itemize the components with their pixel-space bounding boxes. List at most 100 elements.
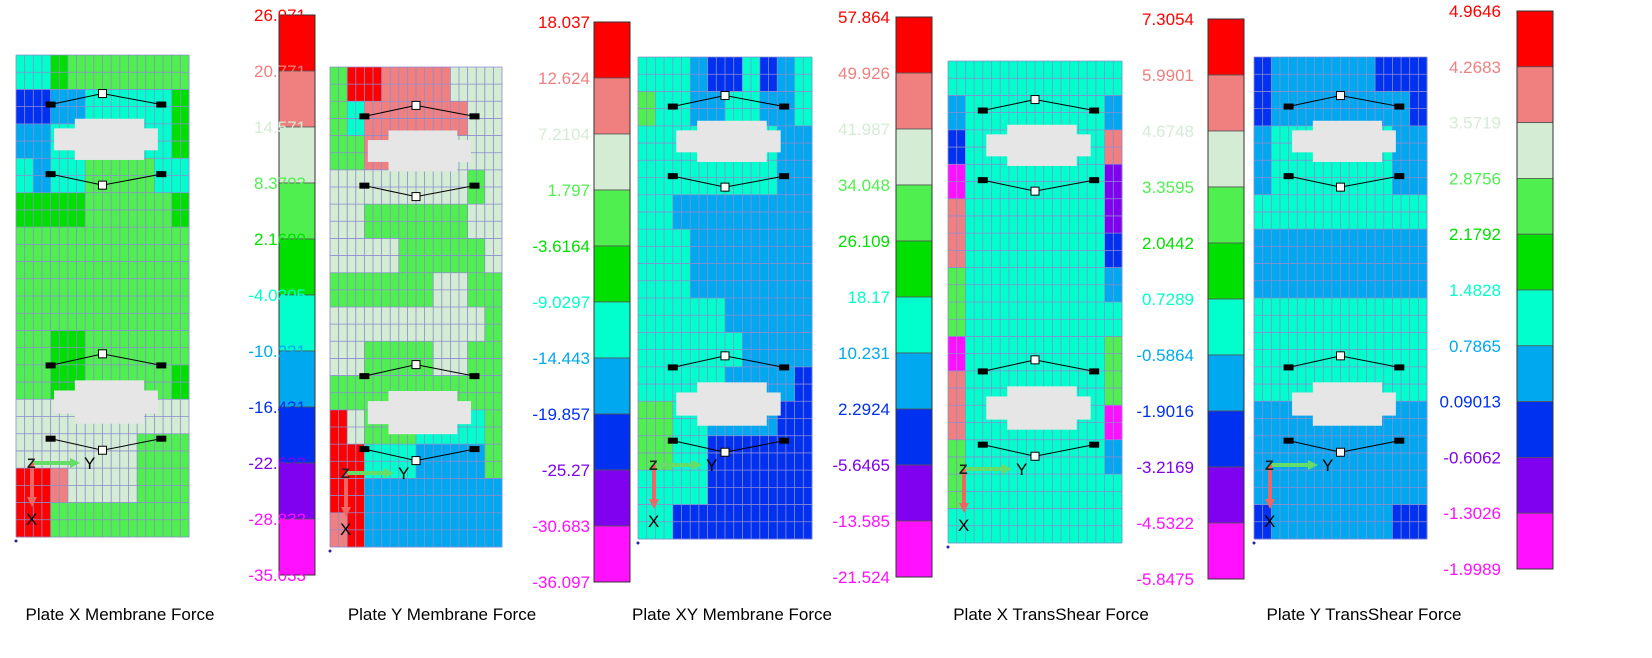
legend-value: 12.624 [538,69,590,88]
opening [667,351,790,457]
legend-value: -5.8475 [1136,570,1194,589]
origin-dot [946,545,950,549]
legend-bar [1516,10,1554,570]
legend-value: 26.971 [254,6,306,25]
support-node [1283,173,1294,180]
legend-value: -1.9016 [1136,402,1194,421]
legend-value: -16.431 [248,398,306,417]
support-node [977,107,988,114]
panel-plate-y-transshear-force: Z Y X 4.9646 4.2683 3.5719 2.8756 2.1792 1.4828 0… [1252,2,1554,624]
legend-swatch [895,72,933,130]
load-node [1336,182,1345,192]
load-node [720,447,730,457]
legend-value: 5.9901 [1142,66,1194,85]
legend-value: -5.6465 [832,456,890,475]
legend-value: 1.4828 [1449,281,1501,300]
load-node [98,445,107,455]
support-node [1089,177,1100,184]
support-node [1394,437,1405,444]
legend-value: 2.1699 [254,230,306,249]
legend-value: -35.033 [248,566,306,585]
support-node [45,362,56,369]
legend-swatch [1207,186,1245,244]
z-axis-label: Z [649,457,658,473]
x-axis-label: X [1264,512,1275,531]
y-axis-label: Y [1322,456,1333,475]
opening [45,89,167,190]
legend-swatch [278,350,316,408]
legend-value: 14.571 [254,118,306,137]
support-node [779,173,790,180]
axis-triad: Z Y X [958,460,1027,535]
origin-dot [636,541,640,545]
legend-swatch [593,469,631,527]
opening-fill [986,134,1091,157]
legend-swatch [1207,74,1245,132]
support-node [45,435,56,442]
legend-swatch [1516,345,1554,402]
legend-value: -9.0297 [532,293,590,312]
support-node [1394,103,1405,110]
x-axis-arrowhead [1265,499,1275,509]
legend-value: 4.9646 [1449,2,1501,21]
support-node [977,177,988,184]
opening-fill [54,390,158,414]
legend-labels: 4.9646 4.2683 3.5719 2.8756 2.1792 1.4828 0.78… [1440,2,1501,579]
y-axis-arrowhead [384,468,394,478]
legend-value: -25.27 [542,461,590,480]
legend-frame [1207,18,1245,580]
legend-value: 26.109 [838,232,890,251]
opening [667,91,790,192]
legend-swatch [1516,456,1554,514]
legend-swatch [593,77,631,135]
opening [977,95,1100,196]
load-node [720,182,730,192]
support-node [1089,107,1100,114]
legend-swatch [278,182,316,240]
legend-value: -3.2169 [1136,458,1194,477]
legend-value: -0.6062 [1443,448,1501,467]
legend-swatch [1207,130,1245,188]
y-axis-arrowhead [1002,464,1012,474]
legend-swatch [593,21,631,79]
legend-value: -1.3026 [1443,504,1501,523]
support-node [156,171,167,178]
legend-value: 10.231 [838,344,890,363]
legend-value: 3.5719 [1449,114,1501,133]
legend-swatch [1207,466,1245,524]
load-node [1336,351,1345,361]
panel-caption: Plate Y Membrane Force [348,605,536,624]
x-axis-arrowhead [27,497,37,507]
legend-value: -28.832 [248,510,306,529]
legend-labels: 7.3054 5.9901 4.6748 3.3595 2.0442 0.7289 -0.5… [1136,10,1194,589]
legend-value: 34.048 [838,176,890,195]
load-node [98,180,107,190]
legend-swatch [1207,242,1245,300]
load-node [411,456,421,466]
opening [359,360,480,466]
legend-labels: 18.037 12.624 7.2104 1.797 -3.6164 -9.0297 -14… [532,13,590,592]
opening-fill [1292,130,1396,153]
legend-swatch [593,133,631,191]
opening-fill [676,130,781,153]
legend-swatch [593,525,631,583]
x-axis-label: X [958,516,969,535]
load-node [1336,447,1345,457]
legend-value: 2.8756 [1449,169,1501,188]
legend-swatch [895,352,933,410]
panel-caption: Plate X Membrane Force [26,605,215,624]
legend-swatch [593,301,631,359]
x-axis-label: X [340,520,351,539]
load-node [1030,186,1040,196]
z-axis-label: Z [1265,457,1274,473]
load-node [411,192,421,202]
z-axis-label: Z [341,465,350,481]
load-node [1030,95,1040,105]
legend-bar [1207,18,1245,580]
load-node [411,100,421,110]
legend-swatch [278,14,316,72]
legend-swatch [1516,289,1554,347]
x-axis-arrowhead [649,499,659,509]
legend-value: -10.231 [248,342,306,361]
origin-dot [14,539,18,543]
